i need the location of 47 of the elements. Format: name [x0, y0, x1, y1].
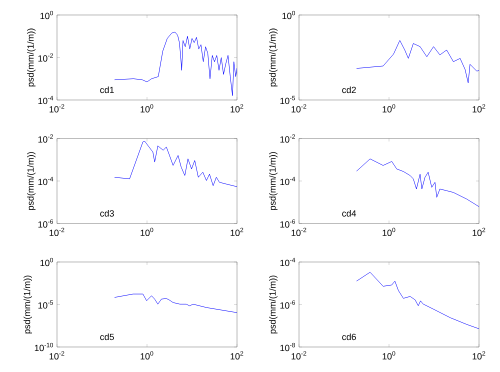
x-tick-label: 10$^{-2}$: [292, 228, 306, 236]
y-tick-label: 10$^{-4}$: [38, 176, 54, 186]
y-axis-title: psd(mm/(1/m)): [27, 28, 36, 86]
x-tick-label: 10$^{-2}$: [292, 104, 306, 112]
annotation: cd6: [342, 334, 356, 340]
annotation: cd3: [100, 210, 114, 217]
y-tick-label: 10$^{-2}$: [38, 53, 53, 62]
y-tick-label: 10$^{-4}$: [38, 96, 54, 104]
y-tick-label: 10$^{-4}$: [280, 176, 296, 186]
x-tick-label: 10$^{2}$: [230, 104, 244, 112]
y-tick-label: 10$^{-5}$: [280, 96, 296, 104]
y-tick-label: 10$^{0}$: [40, 10, 54, 20]
y-axis-title: psd(mm/(1/m)): [27, 152, 36, 210]
y-tick-label: 10$^{0}$: [40, 258, 54, 266]
annotation: cd1: [100, 86, 114, 94]
y-tick-label: 10$^{-6}$: [280, 300, 296, 309]
y-tick-label: 10$^{-2}$: [38, 134, 53, 143]
x-tick-label: 10$^{-2}$: [50, 104, 64, 112]
x-tick-label: 10$^{2}$: [230, 351, 244, 360]
x-tick-label: 10$^{0}$: [140, 228, 154, 236]
y-tick-label: 10$^{-4}$: [280, 258, 296, 266]
y-tick-label: 10$^{-2}$: [280, 134, 295, 143]
x-tick-label: 10$^{2}$: [472, 351, 486, 360]
y-tick-label: 10$^{0}$: [282, 10, 296, 20]
y-axis-title: psd(mm/(1/m)): [269, 152, 278, 210]
x-tick-label: 10$^{-2}$: [292, 351, 306, 360]
x-tick-label: 10$^{0}$: [140, 351, 154, 360]
y-axis-title: psd(mm/(1/m)): [24, 276, 32, 334]
x-tick-label: 10$^{0}$: [382, 351, 396, 360]
x-tick-label: 10$^{0}$: [382, 228, 396, 236]
annotation: cd2: [342, 86, 356, 94]
x-tick-label: 10$^{2}$: [472, 104, 486, 112]
y-axis-title: psd(mm/(1/m)): [269, 28, 278, 86]
annotation: cd4: [342, 210, 356, 217]
y-tick-label: 10$^{-6}$: [280, 219, 296, 228]
x-tick-label: 10$^{0}$: [382, 104, 396, 112]
x-tick-label: 10$^{2}$: [472, 228, 486, 236]
x-tick-label: 10$^{-2}$: [50, 351, 64, 360]
y-tick-label: 10$^{-6}$: [38, 219, 54, 228]
y-tick-label: 10$^{-8}$: [280, 342, 296, 352]
x-tick-label: 10$^{2}$: [230, 228, 244, 236]
y-axis-title: psd(mm/(1/m)): [269, 276, 278, 334]
x-tick-label: 10$^{-2}$: [50, 228, 64, 236]
x-tick-label: 10$^{0}$: [140, 104, 154, 112]
y-tick-label: 10$^{-5}$: [38, 300, 54, 309]
annotation: cd5: [100, 334, 114, 340]
y-tick-label: 10$^{-10}$: [34, 342, 54, 352]
